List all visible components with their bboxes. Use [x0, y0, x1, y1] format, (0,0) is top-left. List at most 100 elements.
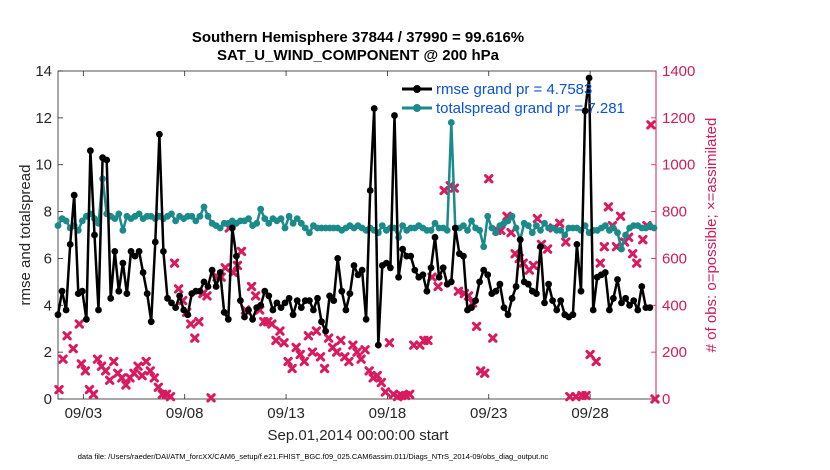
y-tick-label: 4	[44, 297, 52, 314]
obs-marker	[303, 331, 314, 341]
rmse-point	[374, 341, 382, 349]
obs-marker	[480, 368, 490, 378]
totalspread-point	[204, 212, 212, 220]
obs-marker	[250, 291, 261, 301]
x-tick-label: 09/03	[65, 405, 103, 422]
rmse-point	[431, 233, 439, 241]
obs-marker	[295, 349, 305, 360]
rmse-point	[638, 283, 646, 290]
obs-marker	[360, 345, 370, 355]
obs-marker	[603, 202, 614, 212]
totalspread-point	[196, 212, 204, 220]
rmse-point	[614, 276, 621, 283]
totalspread-point	[200, 203, 208, 211]
y-right-tick-label: 1000	[662, 157, 695, 174]
obs-marker	[423, 335, 433, 346]
rmse-point	[484, 271, 492, 279]
y-right-tick-label: 600	[662, 250, 687, 267]
totalspread-point	[277, 215, 285, 223]
obs-marker	[615, 211, 626, 221]
obs-marker	[165, 391, 176, 402]
rmse-series	[54, 74, 654, 349]
rmse-point	[237, 297, 244, 304]
obs-marker	[348, 340, 358, 350]
y-axis-right-label: # of obs: o=possible; ×=assimilated	[703, 118, 720, 353]
y-right-tick-label: 1400	[662, 63, 695, 80]
obs-marker	[299, 356, 309, 367]
totalspread-point	[192, 217, 200, 225]
legend-spread-marker	[413, 104, 421, 112]
rmse-point	[176, 292, 184, 300]
y-tick-label: 0	[44, 391, 52, 408]
rmse-point	[322, 327, 329, 335]
rmse-point	[468, 304, 475, 311]
rmse-point	[601, 269, 609, 276]
rmse-point	[391, 112, 398, 119]
totalspread-point	[293, 215, 301, 223]
rmse-point	[115, 287, 123, 295]
obs-marker	[153, 382, 164, 392]
obs-marker	[279, 338, 289, 348]
totalspread-point	[464, 226, 471, 234]
totalspread-point	[610, 224, 617, 232]
totalspread-point	[281, 224, 289, 232]
rmse-point	[180, 306, 188, 314]
totalspread-point	[480, 243, 488, 251]
obs-marker	[471, 321, 482, 332]
rmse-point	[480, 266, 488, 274]
obs-marker	[356, 354, 366, 364]
totalspread-point	[504, 217, 512, 225]
rmse-point	[557, 297, 565, 304]
rmse-point	[476, 278, 483, 286]
y-tick-label: 14	[35, 63, 52, 80]
x-tick-label: 09/13	[267, 405, 305, 422]
totalspread-point	[460, 222, 467, 230]
totalspread-point	[512, 224, 520, 232]
rmse-point	[585, 74, 593, 82]
rmse-point	[350, 262, 358, 269]
rmse-point	[370, 105, 378, 112]
rmse-point	[646, 304, 654, 311]
totalspread-point	[650, 224, 658, 232]
obs-marker	[62, 331, 72, 341]
rmse-point	[537, 243, 544, 251]
totalspread-point	[297, 219, 305, 227]
obs-marker	[542, 244, 553, 254]
rmse-point	[383, 259, 390, 267]
y-tick-label: 6	[44, 250, 52, 267]
totalspread-point	[601, 222, 609, 230]
rmse-point	[626, 301, 633, 309]
totalspread-point	[488, 224, 496, 232]
rmse-point	[91, 231, 98, 239]
totalspread-point	[476, 226, 483, 234]
rmse-point	[200, 278, 208, 286]
obs-marker	[380, 387, 391, 397]
rmse-point	[111, 248, 119, 255]
totalspread-point	[245, 215, 252, 223]
rmse-point	[265, 292, 273, 300]
rmse-point	[569, 311, 577, 319]
rmse-point	[143, 290, 151, 297]
rmse-point	[314, 294, 321, 302]
totalspread-point	[447, 119, 455, 126]
y-right-tick-label: 800	[662, 204, 687, 221]
obs-marker	[372, 370, 382, 381]
obs-marker	[555, 218, 565, 228]
totalspread-point	[524, 222, 532, 230]
obs-marker	[315, 352, 326, 362]
y-right-tick-label: 200	[662, 344, 687, 361]
obs-marker	[595, 258, 605, 268]
obs-marker	[104, 375, 115, 385]
footer-datafile: data file: /Users/raeder/DAI/ATM_forcXX/…	[78, 452, 549, 461]
obs-marker	[267, 319, 277, 329]
rmse-point	[151, 238, 159, 246]
y-right-tick-label: 400	[662, 297, 687, 314]
obs-marker	[384, 338, 395, 348]
y-right-tick-label: 0	[662, 391, 670, 408]
rmse-point	[220, 308, 228, 316]
obs-marker	[173, 284, 184, 294]
obs-marker	[246, 281, 257, 292]
obs-marker	[169, 258, 180, 268]
rmse-point	[334, 255, 342, 262]
